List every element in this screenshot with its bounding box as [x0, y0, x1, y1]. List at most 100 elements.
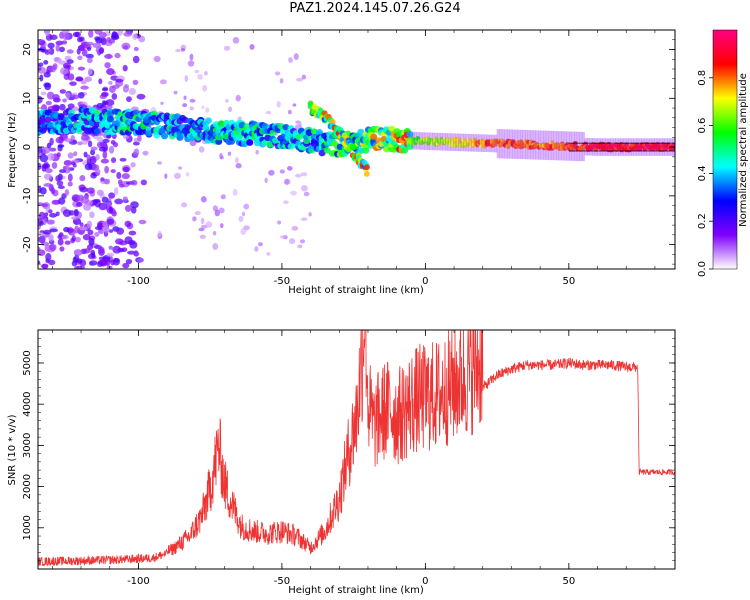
- heatmap-cell: [238, 215, 244, 223]
- heatmap-cell: [266, 252, 271, 256]
- heatmap-cell: [108, 205, 114, 214]
- heatmap-cell: [102, 220, 108, 228]
- heatmap-cell: [79, 222, 84, 228]
- heatmap-cell: [71, 161, 76, 166]
- heatmap-x-axis-label: Height of straight line (km): [288, 285, 424, 296]
- heatmap-cell: [67, 152, 74, 159]
- heatmap-cell: [383, 145, 391, 153]
- heatmap-cell: [101, 87, 109, 92]
- heatmap-cell: [192, 216, 197, 222]
- colorbar: 0.0 0.2 0.4 0.6 0.8 Normalized spectral ampl…: [697, 29, 749, 277]
- heatmap-cell: [100, 177, 105, 182]
- heatmap-cell: [85, 53, 94, 59]
- heatmap-cell: [67, 173, 73, 182]
- snr-panel: -100 -50 0 50 1000 2000 3000 4000 5000 Height o…: [7, 329, 676, 596]
- heatmap-cell: [132, 55, 140, 64]
- heatmap-cell: [83, 151, 88, 158]
- heatmap-cell: [96, 189, 104, 196]
- heatmap-cell: [160, 101, 164, 105]
- heatmap-cell: [157, 230, 162, 237]
- snr-x-ticks: -100 -50 0 50: [52, 330, 656, 587]
- heatmap-cell: [291, 225, 299, 231]
- heatmap-cell: [504, 129, 508, 159]
- heatmap-cell: [100, 37, 107, 46]
- heatmap-cell: [50, 187, 56, 195]
- heatmap-cell: [57, 238, 64, 246]
- heatmap-cell: [133, 148, 140, 156]
- heatmap-cell: [153, 55, 161, 63]
- heatmap-x-tick-label: 0: [422, 276, 428, 287]
- heatmap-cell: [574, 131, 578, 161]
- heatmap-cell: [112, 142, 119, 148]
- heatmap-cell: [401, 147, 409, 154]
- heatmap-cell: [94, 231, 100, 237]
- heatmap-cell: [219, 152, 223, 160]
- heatmap-cell: [122, 262, 130, 269]
- heatmap-cell: [357, 128, 365, 136]
- heatmap-cell: [265, 110, 272, 115]
- heatmap-cell: [38, 211, 46, 220]
- heatmap-cell: [41, 49, 49, 53]
- heatmap-cell: [200, 217, 205, 225]
- heatmap-cell: [108, 145, 115, 154]
- heatmap-cell: [57, 173, 63, 181]
- heatmap-cell: [132, 109, 140, 116]
- heatmap-cell: [315, 129, 323, 136]
- heatmap-cell: [48, 209, 53, 214]
- heatmap-cell: [145, 130, 153, 137]
- heatmap-cell: [189, 106, 194, 111]
- heatmap-cell: [370, 133, 378, 140]
- heatmap-cell: [84, 163, 93, 171]
- snr-y-tick-label: 5000: [22, 350, 33, 375]
- snr-y-tick-label: 3000: [22, 433, 33, 458]
- heatmap-cell: [140, 179, 147, 186]
- heatmap-cell: [46, 91, 55, 100]
- snr-frame: [37, 329, 676, 570]
- heatmap-cell: [293, 53, 299, 61]
- heatmap-cell: [38, 39, 46, 46]
- heatmap-cell: [59, 89, 66, 94]
- heatmap-cell: [123, 31, 133, 37]
- heatmap-cell: [126, 96, 132, 102]
- heatmap-cell: [101, 196, 109, 203]
- heatmap-cell: [104, 62, 111, 69]
- heatmap-cell: [124, 236, 133, 245]
- heatmap-y-tick-label: -20: [22, 236, 33, 252]
- heatmap-cell: [570, 146, 576, 152]
- heatmap-cell: [457, 133, 461, 152]
- heatmap-cell: [67, 103, 75, 109]
- heatmap-cell: [187, 60, 195, 67]
- heatmap-cell: [84, 76, 92, 83]
- heatmap-cell: [303, 191, 310, 197]
- heatmap-cell: [91, 252, 96, 259]
- heatmap-cell: [274, 71, 281, 76]
- heatmap-cell: [44, 82, 52, 91]
- heatmap-cell: [41, 263, 49, 269]
- heatmap-cell: [43, 183, 53, 187]
- heatmap-cell: [122, 166, 130, 173]
- heatmap-x-ticks: -100 -50 0 50: [52, 30, 656, 287]
- heatmap-cell: [73, 208, 79, 217]
- heatmap-cell: [122, 64, 128, 72]
- heatmap-cell: [83, 248, 91, 254]
- heatmap-cell: [47, 121, 55, 129]
- heatmap-cell: [308, 212, 312, 217]
- heatmap-cell: [189, 139, 197, 147]
- heatmap-cell: [43, 164, 49, 169]
- heatmap-cell: [113, 187, 119, 196]
- heatmap-cell: [254, 246, 259, 252]
- heatmap-cell: [41, 203, 49, 208]
- heatmap-y-axis-label: Frequency (Hz): [7, 112, 18, 188]
- heatmap-cell: [106, 218, 115, 225]
- heatmap-cell: [212, 205, 218, 212]
- heatmap-cell: [86, 57, 93, 64]
- heatmap-y-tick-label: -10: [22, 188, 33, 204]
- heatmap-cell: [136, 93, 146, 100]
- heatmap-cell: [55, 40, 64, 46]
- heatmap-cell: [75, 77, 84, 82]
- heatmap-cell: [173, 90, 178, 95]
- heatmap-cell: [104, 53, 113, 60]
- heatmap-y-tick-label: 10: [22, 92, 33, 105]
- heatmap-cell: [122, 134, 129, 140]
- heatmap-cell: [114, 198, 124, 205]
